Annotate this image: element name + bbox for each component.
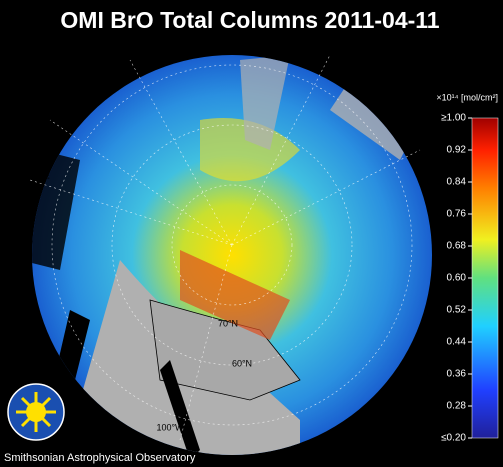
colorbar-tick-label: 0.28 (447, 401, 467, 412)
map-label: 40°E (48, 114, 68, 124)
colorbar-tick-label: 0.76 (447, 209, 467, 220)
logo (7, 383, 65, 441)
colorbar-tick-label: 0.36 (447, 369, 467, 380)
colorbar-tick-label: 0.68 (447, 241, 467, 252)
colorbar-tick-label: ≥1.00 (441, 113, 466, 124)
map-label: 60°E (30, 170, 50, 180)
map-label: 70°N (218, 318, 238, 328)
colorbar-tick-label: ≤0.20 (441, 433, 466, 444)
map-label: 60°N (232, 358, 252, 368)
colorbar-tick-label: 0.84 (447, 177, 467, 188)
map-label: 100°W (156, 422, 184, 432)
map (29, 54, 432, 455)
colorbar-label: ×10¹⁴ [mol/cm²] (436, 92, 498, 102)
map-label: 20°E (118, 70, 138, 80)
colorbar-tick-label: 0.92 (447, 145, 467, 156)
colorbar (471, 117, 499, 439)
colorbar-tick-label: 0.52 (447, 305, 467, 316)
colorbar-tick-label: 0.60 (447, 273, 467, 284)
colorbar-tick-label: 0.44 (447, 337, 467, 348)
attribution: Smithsonian Astrophysical Observatory (4, 452, 196, 464)
title: OMI BrO Total Columns 2011-04-11 (60, 7, 439, 33)
